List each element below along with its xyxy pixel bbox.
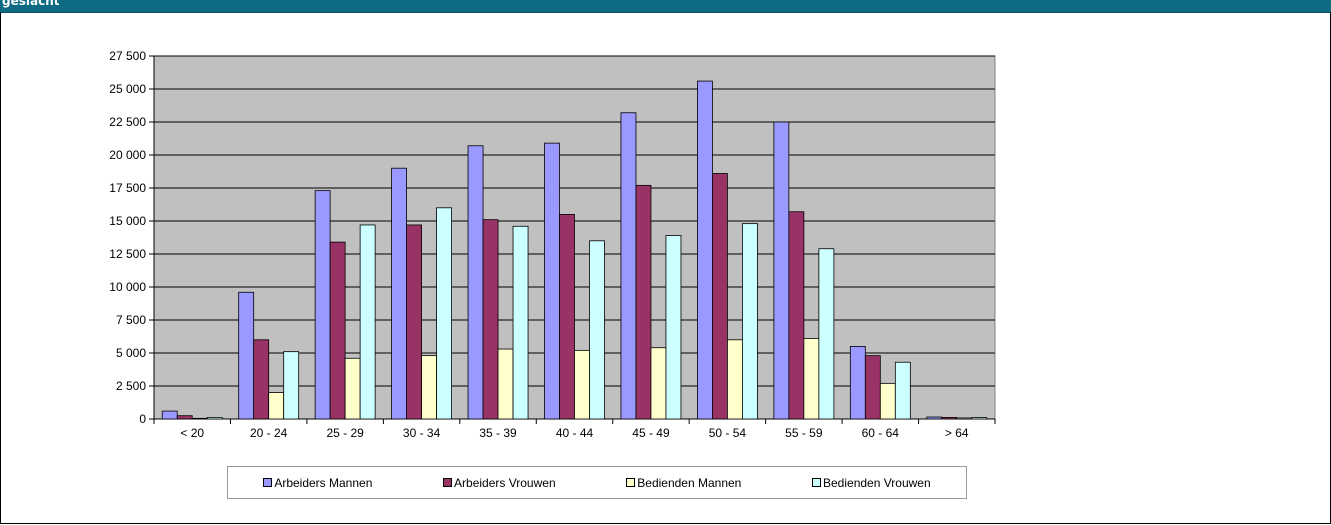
- bar: [391, 167, 407, 420]
- y-tick-label: 7 500: [116, 313, 146, 327]
- bar: [314, 190, 331, 420]
- x-tick-label: 60 - 64: [862, 426, 900, 440]
- bar: [191, 417, 208, 420]
- bar: [268, 392, 285, 420]
- bar: [512, 225, 529, 420]
- bar: [176, 415, 193, 420]
- legend-item: Bedienden Mannen: [626, 476, 741, 490]
- legend-item: Arbeiders Mannen: [263, 476, 372, 490]
- legend-swatch: [626, 478, 636, 487]
- bar: [253, 339, 270, 420]
- bar: [712, 173, 728, 420]
- legend-item: Arbeiders Vrouwen: [443, 476, 556, 490]
- x-tick-label: 20 - 24: [250, 426, 288, 440]
- bar: [283, 351, 300, 420]
- y-tick-label: 0: [139, 412, 146, 426]
- y-tick-label: 17 500: [109, 181, 146, 195]
- y-tick-label: 2 500: [116, 379, 146, 393]
- bar: [344, 357, 361, 420]
- y-tick-label: 12 500: [109, 247, 146, 261]
- x-tick-label: 35 - 39: [479, 426, 517, 440]
- bar: [849, 345, 866, 420]
- bar: [467, 145, 484, 420]
- bar: [894, 361, 911, 420]
- bar: [329, 241, 346, 420]
- bar: [635, 184, 652, 420]
- x-tick-label: 50 - 54: [709, 426, 747, 440]
- y-tick-label: 5 000: [116, 346, 146, 360]
- legend-item: Bedienden Vrouwen: [812, 476, 931, 490]
- chart-legend: Arbeiders Mannen Arbeiders Vrouwen Bediend…: [227, 466, 967, 499]
- bar: [697, 80, 713, 420]
- x-tick-label: 40 - 44: [556, 426, 594, 440]
- bar: [359, 224, 376, 420]
- bar: [421, 355, 437, 420]
- bar: [650, 347, 667, 420]
- header-title: geslacht: [2, 0, 60, 8]
- y-tick-label: 25 000: [109, 82, 146, 96]
- y-tick-label: 20 000: [109, 148, 146, 162]
- bar: [620, 112, 637, 420]
- y-tick-label: 27 500: [109, 49, 146, 63]
- x-tick-label: 25 - 29: [326, 426, 364, 440]
- bar: [497, 348, 514, 420]
- x-tick-label: < 20: [180, 426, 204, 440]
- bar: [574, 349, 590, 420]
- bar: [879, 382, 896, 420]
- bar: [788, 211, 805, 420]
- legend-label: Arbeiders Vrouwen: [454, 475, 556, 490]
- bar: [773, 121, 790, 420]
- legend-swatch: [443, 478, 453, 487]
- bar: [436, 207, 452, 420]
- bar: [559, 213, 575, 420]
- legend-label: Bedienden Vrouwen: [823, 475, 931, 490]
- bar: [482, 219, 499, 420]
- bar: [727, 339, 743, 420]
- bar: [941, 417, 958, 420]
- bar: [818, 248, 835, 420]
- header-bar: geslacht: [0, 0, 1331, 13]
- x-tick-label: > 64: [945, 426, 969, 440]
- legend-swatch: [263, 478, 273, 487]
- bar: [956, 417, 973, 420]
- legend-swatch: [812, 478, 821, 487]
- bar: [206, 417, 223, 420]
- bar: [238, 291, 255, 420]
- bar: [926, 416, 943, 420]
- y-tick-label: 22 500: [109, 115, 146, 129]
- bar: [589, 240, 605, 420]
- bar: [803, 338, 820, 420]
- x-tick-label: 55 - 59: [785, 426, 823, 440]
- bar: [544, 142, 560, 420]
- y-tick-label: 15 000: [109, 214, 146, 228]
- y-tick-label: 10 000: [109, 280, 146, 294]
- bar: [742, 223, 758, 420]
- legend-label: Bedienden Mannen: [637, 475, 742, 490]
- bar: [971, 417, 988, 420]
- bar: [864, 355, 881, 420]
- bar: [161, 410, 178, 420]
- x-tick-label: 45 - 49: [632, 426, 670, 440]
- legend-label: Arbeiders Mannen: [274, 475, 373, 490]
- bar: [665, 235, 682, 420]
- bar: [406, 224, 422, 420]
- x-tick-label: 30 - 34: [403, 426, 441, 440]
